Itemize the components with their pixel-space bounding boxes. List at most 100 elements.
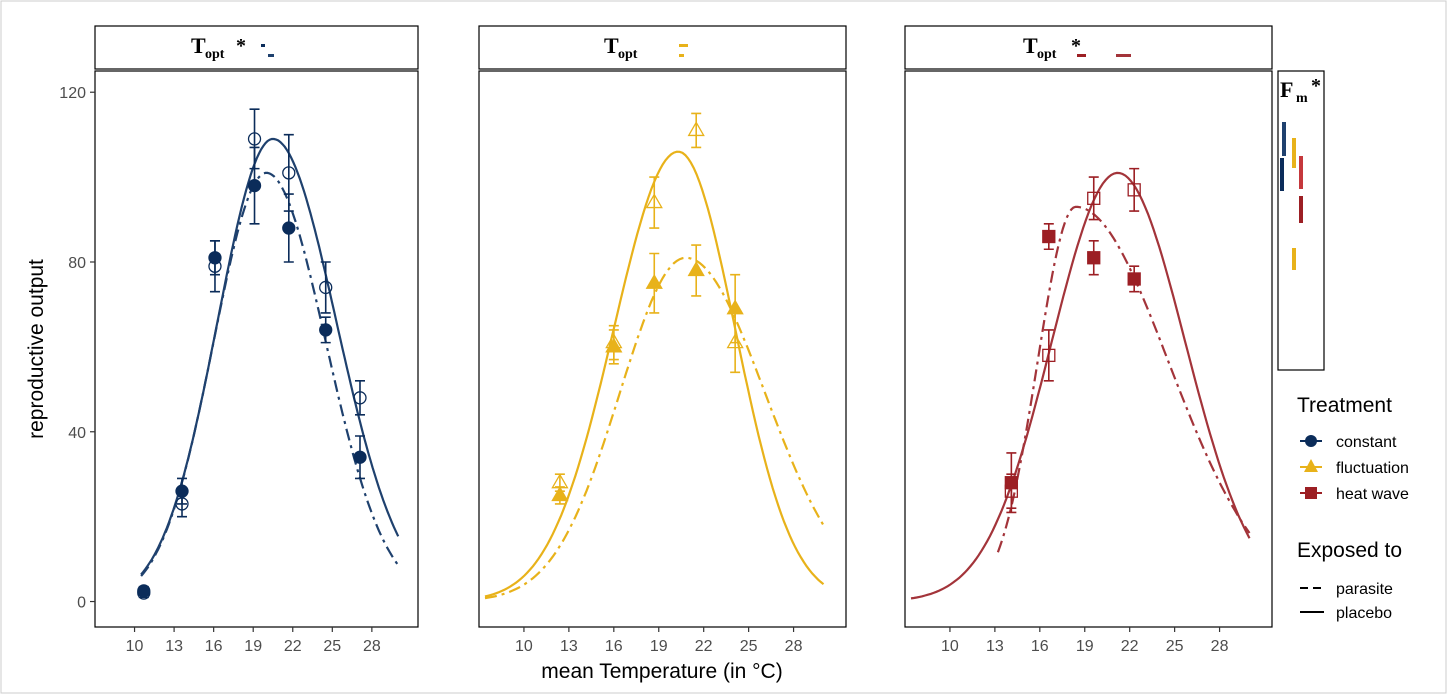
x-tick-label-2-6: 28: [1211, 638, 1229, 655]
y-tick-label-1: 40: [68, 425, 86, 442]
data-point-parasite-1: [605, 337, 623, 353]
fm-ci-placebo-fluctuation: [1292, 138, 1296, 168]
fm-label: F: [1280, 77, 1293, 102]
legend-treatment-title: Treatment: [1297, 394, 1392, 417]
data-point-parasite-5: [319, 323, 333, 337]
error-bar-placebo-5: [320, 261, 331, 314]
x-tick-label-1-3: 19: [650, 638, 668, 655]
strip-constant-sub: opt: [205, 47, 225, 62]
fm-ci-parasite-fluctuation: [1292, 248, 1296, 270]
data-point-parasite-0: [137, 584, 151, 598]
x-tick-label-1-2: 16: [605, 638, 623, 655]
fm-ci-parasite-heatwave: [1299, 196, 1303, 223]
x-tick-label-0-3: 19: [244, 638, 262, 655]
fit-curve-parasite: [996, 205, 1251, 553]
fm-ci-placebo-constant: [1282, 122, 1286, 156]
strip-constant-label: T: [191, 33, 206, 58]
strip-fluctuation-sub: opt: [618, 47, 638, 62]
data-point-parasite-3: [687, 261, 705, 277]
x-tick-label-0-6: 28: [363, 638, 381, 655]
data-point-parasite-1: [1042, 229, 1056, 244]
x-tick-label-1-1: 13: [560, 638, 578, 655]
strip-heatwave-star: *: [1071, 35, 1081, 57]
x-tick-label-0-4: 22: [284, 638, 302, 655]
data-point-parasite-4: [282, 221, 296, 235]
data-point-placebo-5: [319, 280, 333, 295]
topt-ci-placebo-constant: [261, 44, 265, 47]
topt-ci-parasite-constant: [268, 54, 274, 57]
data-point-parasite-3: [247, 178, 262, 193]
panel-constant-frame: [94, 70, 419, 628]
x-tick-label-1-6: 28: [785, 638, 803, 655]
panel-heatwave: [904, 70, 1273, 628]
data-point-placebo-6: [353, 391, 367, 405]
topt-ci-parasite-fluctuation: [679, 54, 684, 57]
strip-heatwave-sub: opt: [1037, 47, 1057, 62]
fit-curve-placebo: [910, 171, 1251, 600]
error-bar-placebo-3: [1129, 167, 1140, 212]
data-point-placebo-4: [282, 166, 296, 180]
legend-heatwave-key: [1305, 487, 1317, 499]
y-axis-title: reproductive output: [25, 259, 48, 439]
data-point-placebo-1: [1042, 348, 1056, 363]
fm-ci-placebo-heatwave: [1299, 156, 1303, 189]
x-tick-label-2-3: 19: [1076, 638, 1094, 655]
legend-fluctuation-label: fluctuation: [1336, 460, 1409, 477]
y-axis: 0 40 80 120: [59, 85, 95, 612]
x-tick-label-1-5: 25: [740, 638, 758, 655]
data-point-parasite-1: [175, 484, 189, 498]
data-point-parasite-2: [645, 273, 663, 289]
x-tick-label-2-1: 13: [986, 638, 1004, 655]
legend: Treatment constant fluctuation heat wave…: [1297, 394, 1409, 622]
legend-constant-label: constant: [1336, 434, 1397, 451]
x-tick-label-2-5: 25: [1166, 638, 1184, 655]
legend-fluctuation-key: [1304, 459, 1318, 472]
strip-constant: T opt *: [94, 25, 419, 70]
data-point-placebo-4: [726, 333, 744, 349]
legend-placebo-label: placebo: [1336, 605, 1392, 622]
data-point-placebo-2: [645, 193, 663, 209]
fit-curve-parasite: [140, 171, 400, 577]
topt-ci-placebo-fluctuation: [679, 44, 688, 47]
strip-constant-star: *: [236, 35, 246, 57]
data-point-placebo-3: [687, 121, 705, 137]
error-bar-placebo-6: [354, 380, 365, 416]
x-tick-label-2-2: 16: [1031, 638, 1049, 655]
data-point-parasite-4: [726, 299, 744, 315]
x-tick-label-2-4: 22: [1121, 638, 1139, 655]
fm-star: *: [1311, 75, 1321, 97]
panel-heatwave-frame: [904, 70, 1273, 628]
topt-ci-placebo-heatwave: [1116, 54, 1131, 57]
legend-parasite-label: parasite: [1336, 581, 1393, 598]
panel-fluctuation-frame: [478, 70, 847, 628]
data-point-placebo-3: [247, 132, 262, 146]
panel-fluctuation: [478, 70, 847, 628]
x-tick-label-0-2: 16: [205, 638, 223, 655]
y-tick-label-3: 120: [59, 85, 86, 102]
data-point-parasite-3: [1127, 272, 1141, 286]
x-tick-label-1-4: 22: [695, 638, 713, 655]
error-bar-placebo-3: [691, 112, 702, 149]
x-tick-label-0-0: 10: [126, 638, 144, 655]
data-point-parasite-0: [551, 486, 569, 502]
x-axes: 10 13 16 19 22 25 28 10 13 16 19 22 25 28 10 13 16 19 22 25…: [126, 627, 1229, 655]
fm-panel: F m *: [1277, 70, 1325, 371]
x-tick-label-1-0: 10: [515, 638, 533, 655]
y-tick-label-0: 0: [77, 595, 86, 612]
data-point-parasite-6: [353, 450, 367, 464]
strip-heatwave: T opt *: [904, 25, 1273, 70]
x-tick-label-2-0: 10: [941, 638, 959, 655]
legend-exposed-title: Exposed to: [1297, 539, 1402, 562]
strip-fluctuation-label: T: [604, 33, 619, 58]
x-tick-label-0-1: 13: [165, 638, 183, 655]
error-bar-placebo-1: [1043, 329, 1054, 382]
x-tick-label-0-5: 25: [323, 638, 341, 655]
panel-constant: [94, 70, 419, 628]
data-point-parasite-2: [208, 251, 222, 265]
strip-heatwave-label: T: [1023, 33, 1038, 58]
error-bar-placebo-2: [1088, 176, 1099, 221]
fit-curve-parasite: [484, 256, 825, 600]
data-point-placebo-2: [1087, 191, 1101, 205]
data-point-placebo-3: [1127, 183, 1141, 197]
